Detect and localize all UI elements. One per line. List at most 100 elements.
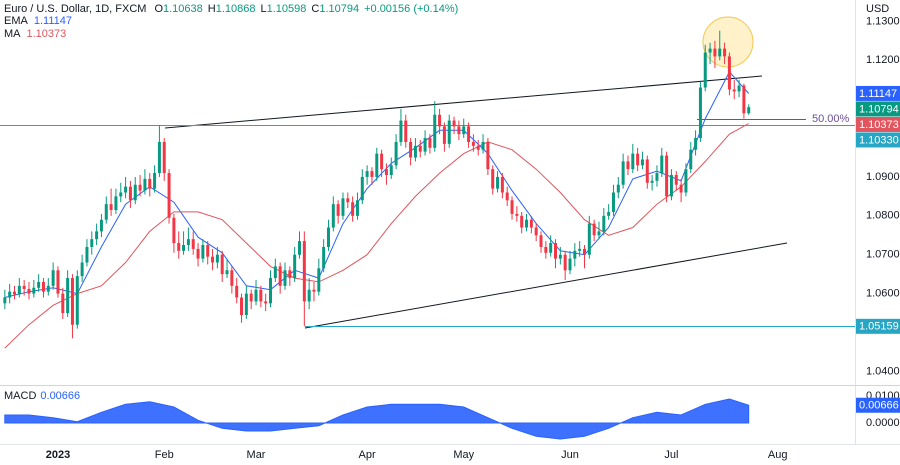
candle-body: [32, 287, 36, 294]
candle-body: [70, 278, 74, 325]
candle-body: [708, 48, 712, 53]
candle-body: [148, 178, 152, 189]
candle-body: [22, 285, 26, 289]
candle-body: [283, 270, 287, 286]
candle-body: [278, 266, 282, 286]
indicator-name: EMA: [4, 15, 29, 27]
candle-body: [302, 241, 306, 302]
candle-body: [355, 200, 359, 216]
candle-body: [404, 120, 408, 142]
indicator-line: [4, 71, 750, 298]
ohlc-label: H: [208, 3, 216, 15]
candle-body: [109, 204, 113, 210]
candle-body: [389, 165, 393, 175]
candle-body: [75, 276, 79, 325]
candle-body: [525, 219, 529, 228]
candle-body: [732, 89, 736, 92]
candle-body: [727, 56, 731, 90]
candle-body: [674, 175, 678, 185]
candle-body: [394, 141, 398, 166]
candle-body: [684, 169, 688, 193]
candle-body: [225, 270, 229, 275]
candle-body: [409, 141, 413, 158]
candle-body: [51, 270, 55, 286]
candle-body: [12, 291, 16, 295]
candle-body: [307, 289, 311, 302]
candle-body: [442, 126, 446, 144]
macd-tag-label: 0.00666: [859, 400, 899, 412]
candle-body: [230, 270, 234, 286]
candle-body: [698, 87, 702, 139]
candle-body: [636, 153, 640, 166]
candle-body: [582, 248, 586, 255]
candle-body: [471, 141, 475, 146]
candle-body: [689, 149, 693, 170]
candle-body: [269, 278, 273, 304]
candle-body: [182, 245, 186, 251]
candle-body: [249, 293, 253, 302]
candle-body: [679, 184, 683, 193]
candle-body: [186, 239, 190, 245]
candle-body: [351, 202, 355, 216]
macd-value: 0.00666: [40, 390, 80, 402]
candle-body: [288, 270, 292, 279]
candle-body: [206, 245, 210, 257]
candle-body: [607, 211, 611, 216]
y-tick-label: 1.04000: [866, 365, 900, 377]
indicator-legend: EMA 1.11147: [4, 15, 72, 27]
candle-body: [587, 223, 591, 255]
candle-body: [384, 169, 388, 175]
ohlc-label: C: [311, 3, 319, 15]
ohlc-label: O: [154, 3, 163, 15]
x-tick-label: Mar: [247, 449, 266, 461]
candle-body: [375, 153, 379, 177]
chart-title: Euro / U.S. Dollar, 1D, FXCM: [4, 3, 146, 15]
candle-body: [153, 173, 157, 189]
candle-body: [244, 293, 248, 315]
candle-body: [297, 241, 301, 255]
candle-body: [544, 246, 548, 253]
candle-body: [423, 138, 427, 152]
candle-body: [611, 192, 615, 212]
candle-body: [254, 289, 258, 302]
candle-body: [737, 85, 741, 92]
candle-body: [365, 171, 369, 177]
indicator-value: 1.10373: [27, 28, 67, 40]
candle-body: [747, 107, 751, 114]
price-tag: [856, 85, 900, 101]
candle-body: [539, 235, 543, 247]
candle-body: [99, 219, 103, 232]
candle-body: [457, 126, 461, 135]
candle-body: [293, 254, 297, 279]
candle-body: [3, 297, 7, 304]
candle-body: [713, 48, 717, 57]
candle-body: [462, 126, 466, 135]
candle-body: [694, 138, 698, 150]
price-change: +0.00156 (+0.14%): [364, 3, 458, 15]
price-tag: [856, 318, 900, 334]
candle-body: [645, 159, 649, 183]
x-tick-label: May: [453, 449, 474, 461]
candle-body: [85, 246, 89, 263]
x-tick-label: Jul: [664, 449, 678, 461]
candle-body: [235, 285, 239, 298]
candle-body: [119, 192, 123, 197]
candle-body: [66, 278, 70, 314]
candle-body: [128, 186, 132, 201]
candle-body: [563, 254, 567, 271]
candle-body: [336, 204, 340, 216]
candle-body: [326, 227, 330, 247]
candle-body: [602, 215, 606, 232]
candle-body: [534, 227, 538, 236]
price-tag-label: 1.10330: [859, 134, 899, 146]
x-tick-label: Jun: [561, 449, 579, 461]
candle-body: [124, 186, 128, 193]
candle-body: [640, 159, 644, 166]
candle-body: [167, 173, 171, 218]
candle-body: [703, 52, 707, 88]
candle-body: [211, 256, 215, 263]
candle-body: [360, 176, 364, 201]
candle-body: [568, 258, 572, 271]
y-tick-label: 1.06000: [866, 288, 900, 300]
